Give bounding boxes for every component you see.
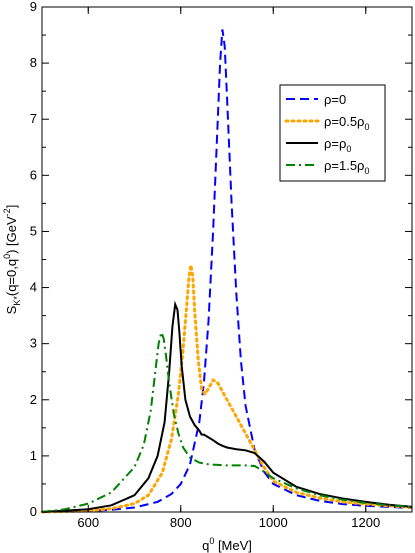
legend-label-text: ρ=0.5ρ (324, 114, 364, 129)
y-tick-label: 3 (30, 336, 37, 351)
legend-box (279, 84, 386, 182)
x-tick-label: 1000 (259, 515, 288, 530)
y-tick-label: 5 (30, 223, 37, 238)
y-tick-label: 4 (30, 280, 37, 295)
legend-label-3: ρ=1.5ρ0 (324, 158, 369, 176)
legend-label-2: ρ=ρ0 (324, 136, 351, 154)
series-line-3 (41, 329, 413, 513)
x-tick-label: 800 (170, 515, 192, 530)
y-tick-label: 9 (30, 0, 37, 14)
legend-label-0: ρ=0 (324, 92, 346, 107)
x-tick-label: 1200 (351, 515, 380, 530)
axis-ticks: 600 800 1000 1200 0 1 2 3 4 5 6 7 8 9 (30, 0, 412, 530)
legend-label-text: ρ=ρ (324, 136, 346, 151)
series-line-2 (41, 300, 413, 513)
x-axis-label: q0 [MeV] (202, 536, 252, 553)
legend-label-text: ρ=1.5ρ (324, 158, 364, 173)
y-tick-label: 2 (30, 392, 37, 407)
plot-lines (40, 29, 414, 514)
legend-label-sub: 0 (364, 122, 369, 132)
series-line-1 (40, 264, 414, 514)
y-tick-label: 0 (30, 504, 37, 519)
y-tick-label: 8 (30, 55, 37, 70)
legend-label-text: ρ=0 (324, 92, 346, 107)
legend-label-sub: 0 (346, 144, 351, 154)
y-axis-label: SK*(q=0,q0) [GeV-2] (2, 205, 22, 315)
y-tick-label: 1 (30, 448, 37, 463)
legend-label-1: ρ=0.5ρ0 (324, 114, 369, 132)
legend-label-sub: 0 (364, 166, 369, 176)
x-tick-label: 600 (77, 515, 99, 530)
y-tick-label: 7 (30, 111, 37, 126)
y-tick-label: 6 (30, 167, 37, 182)
series-line-0 (41, 29, 413, 513)
